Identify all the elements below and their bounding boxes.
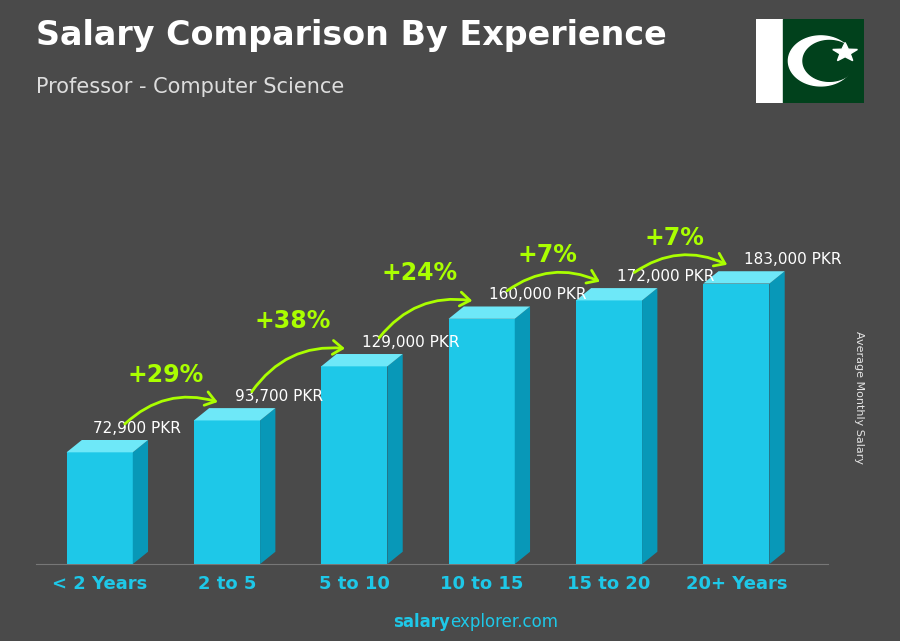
Polygon shape [67, 440, 148, 453]
Bar [703, 283, 770, 564]
Text: +29%: +29% [127, 363, 203, 387]
Text: 129,000 PKR: 129,000 PKR [362, 335, 460, 350]
Polygon shape [832, 42, 858, 61]
Text: 160,000 PKR: 160,000 PKR [490, 287, 587, 303]
Bar [576, 301, 642, 564]
Text: +38%: +38% [255, 309, 331, 333]
Polygon shape [260, 408, 275, 564]
Polygon shape [194, 408, 275, 420]
Polygon shape [788, 36, 853, 86]
Polygon shape [576, 288, 657, 301]
Text: Professor - Computer Science: Professor - Computer Science [36, 77, 344, 97]
Text: 72,900 PKR: 72,900 PKR [93, 420, 181, 436]
Text: +7%: +7% [518, 243, 577, 267]
Polygon shape [770, 271, 785, 564]
Polygon shape [642, 288, 657, 564]
FancyArrowPatch shape [125, 392, 215, 424]
Text: salary: salary [393, 613, 450, 631]
FancyArrowPatch shape [507, 271, 598, 291]
Polygon shape [133, 440, 148, 564]
Text: +7%: +7% [644, 226, 705, 250]
Bar [756, 19, 783, 103]
Text: 183,000 PKR: 183,000 PKR [744, 252, 842, 267]
Bar [67, 453, 133, 564]
Bar [783, 19, 864, 103]
Text: Average Monthly Salary: Average Monthly Salary [854, 331, 865, 464]
FancyArrowPatch shape [379, 292, 470, 338]
Polygon shape [387, 354, 402, 564]
Text: Salary Comparison By Experience: Salary Comparison By Experience [36, 19, 667, 52]
Polygon shape [321, 354, 402, 367]
Text: 172,000 PKR: 172,000 PKR [616, 269, 714, 284]
Text: +24%: +24% [382, 262, 458, 285]
FancyArrowPatch shape [252, 340, 343, 392]
Polygon shape [703, 271, 785, 283]
Bar [448, 319, 515, 564]
Text: explorer.com: explorer.com [450, 613, 558, 631]
Polygon shape [448, 306, 530, 319]
Text: 93,700 PKR: 93,700 PKR [235, 389, 322, 404]
Bar [194, 420, 260, 564]
FancyArrowPatch shape [634, 253, 725, 272]
Polygon shape [515, 306, 530, 564]
Bar [321, 367, 387, 564]
Polygon shape [803, 40, 856, 81]
